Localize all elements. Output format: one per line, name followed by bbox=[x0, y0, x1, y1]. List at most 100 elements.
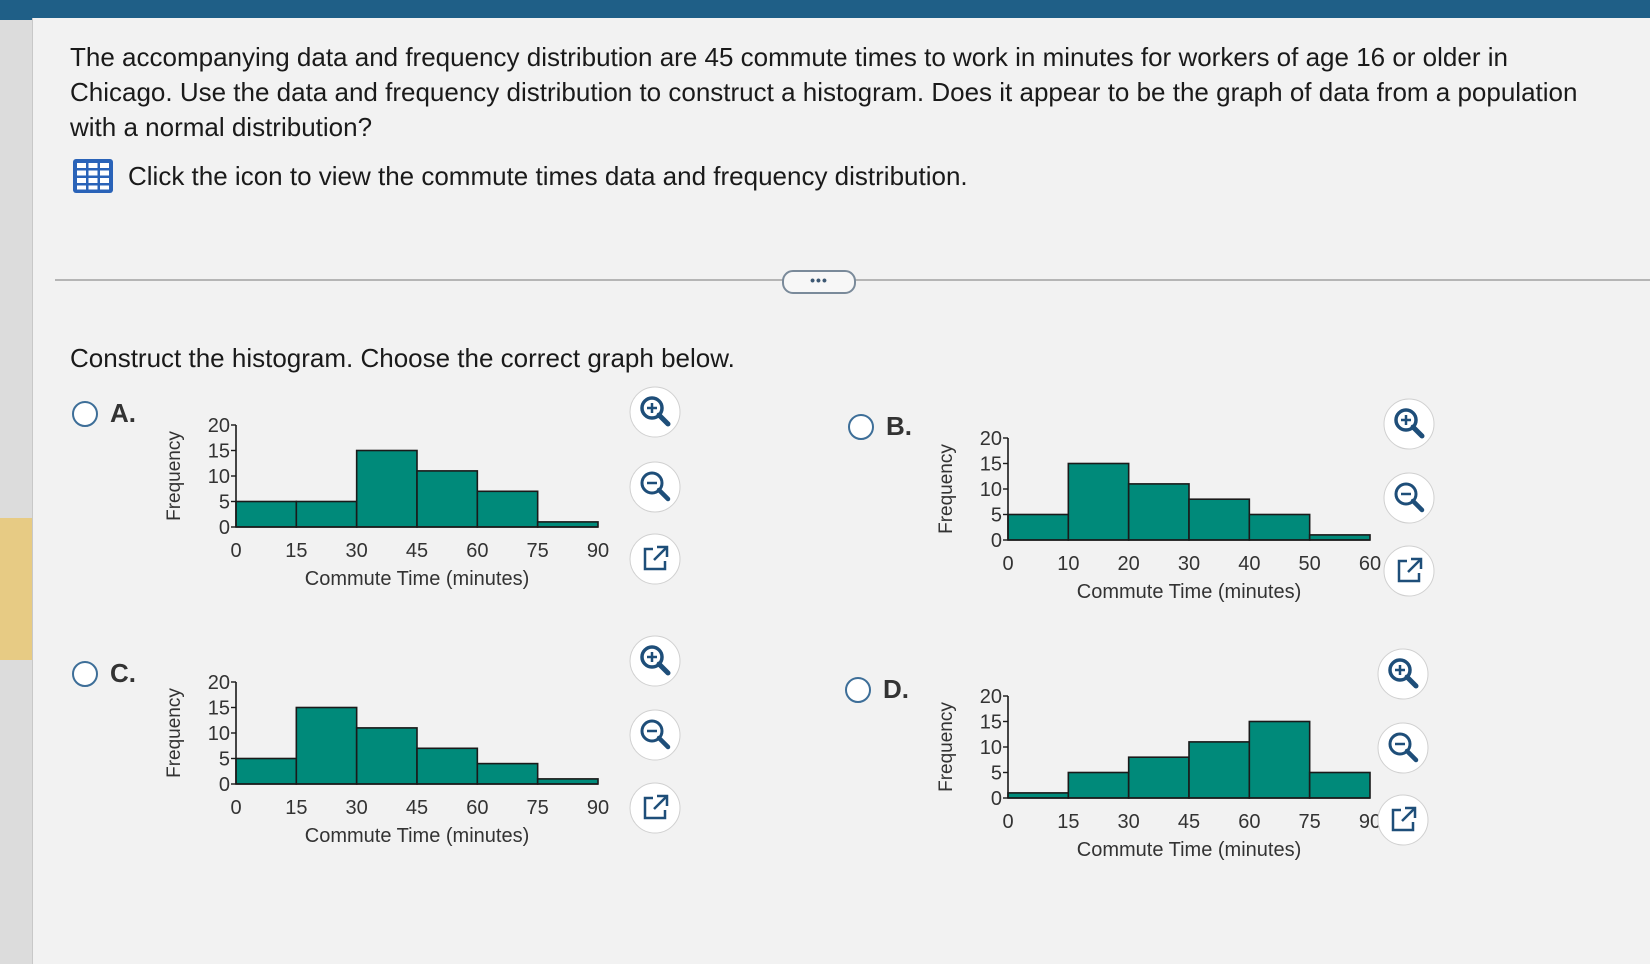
x-tick-label: 45 bbox=[406, 540, 428, 562]
histogram-bar bbox=[295, 706, 358, 785]
zoom-out-button[interactable] bbox=[1377, 722, 1429, 774]
y-tick-label: 10 bbox=[208, 466, 230, 488]
zoom-out-icon[interactable] bbox=[629, 709, 681, 761]
x-tick-label: 60 bbox=[1359, 553, 1381, 575]
x-tick-label: 45 bbox=[406, 797, 428, 819]
option-c-radio[interactable] bbox=[72, 660, 98, 687]
histogram-bar bbox=[1308, 771, 1371, 799]
open-graph-button[interactable] bbox=[629, 782, 681, 834]
histogram-bar bbox=[416, 470, 479, 528]
zoom-in-button[interactable] bbox=[629, 386, 681, 438]
x-tick-label: 60 bbox=[1238, 811, 1260, 833]
y-axis-title: Frequency bbox=[164, 688, 185, 778]
question-text: The accompanying data and frequency dist… bbox=[70, 42, 1578, 142]
histogram-bar bbox=[1127, 483, 1190, 541]
open-graph-button[interactable] bbox=[1377, 794, 1429, 846]
open-external-icon[interactable] bbox=[1377, 794, 1429, 846]
y-tick-label: 20 bbox=[208, 415, 230, 437]
x-tick-label: 90 bbox=[587, 797, 609, 819]
y-tick-label: 5 bbox=[219, 749, 230, 771]
option-a-radio[interactable] bbox=[72, 400, 98, 427]
histogram-bar bbox=[235, 500, 298, 528]
histogram-bar bbox=[1067, 462, 1130, 541]
y-tick-label: 5 bbox=[991, 505, 1002, 527]
histogram-bar bbox=[355, 449, 418, 528]
x-tick-label: 15 bbox=[1057, 811, 1079, 833]
zoom-in-icon[interactable] bbox=[1383, 398, 1435, 450]
zoom-in-icon[interactable] bbox=[629, 386, 681, 438]
y-tick-label: 5 bbox=[991, 763, 1002, 785]
x-axis-title: Commute Time (minutes) bbox=[1077, 581, 1302, 603]
x-tick-label: 0 bbox=[230, 797, 241, 819]
y-axis-title: Frequency bbox=[936, 444, 957, 534]
option-b-label: B. bbox=[886, 411, 912, 441]
side-tab[interactable] bbox=[0, 518, 32, 660]
histogram-c: 0 5 10 15 20 0 15 30 45 60 75 90 Commute Time (minut… bbox=[158, 672, 618, 867]
option-c[interactable]: C. bbox=[72, 658, 136, 689]
histogram-bar bbox=[416, 747, 479, 785]
option-d-radio[interactable] bbox=[845, 676, 871, 703]
zoom-out-icon[interactable] bbox=[629, 461, 681, 513]
histogram-bar bbox=[476, 490, 539, 528]
histogram-bar bbox=[235, 757, 298, 785]
zoom-out-icon[interactable] bbox=[1377, 722, 1429, 774]
y-tick-label: 15 bbox=[980, 454, 1002, 476]
zoom-in-icon[interactable] bbox=[1377, 648, 1429, 700]
y-axis-title: Frequency bbox=[164, 431, 185, 521]
zoom-in-button[interactable] bbox=[1377, 648, 1429, 700]
option-a[interactable]: A. bbox=[72, 398, 136, 429]
histogram-a: 0 5 10 15 20 0 15 30 45 60 75 90 Commute Time (minut… bbox=[158, 415, 618, 610]
zoom-out-button[interactable] bbox=[629, 461, 681, 513]
histogram-bar bbox=[1188, 741, 1251, 799]
open-external-icon[interactable] bbox=[629, 782, 681, 834]
y-tick-label: 0 bbox=[219, 517, 230, 539]
zoom-out-icon[interactable] bbox=[1383, 472, 1435, 524]
open-external-icon[interactable] bbox=[1383, 545, 1435, 597]
x-tick-label: 90 bbox=[1359, 811, 1381, 833]
view-data-label[interactable]: Click the icon to view the commute times… bbox=[128, 160, 968, 191]
open-external-icon[interactable] bbox=[629, 533, 681, 585]
histogram-svg: 0 5 10 15 20 0 15 30 45 60 75 90 Commute Time (minut… bbox=[164, 415, 609, 590]
x-tick-label: 30 bbox=[346, 540, 368, 562]
option-b-radio[interactable] bbox=[848, 413, 874, 440]
histogram-bar bbox=[1007, 513, 1070, 541]
x-tick-label: 75 bbox=[527, 540, 549, 562]
histogram-bar bbox=[295, 500, 358, 528]
zoom-in-button[interactable] bbox=[1383, 398, 1435, 450]
view-data-link[interactable]: Click the icon to view the commute times… bbox=[72, 158, 968, 194]
table-grid-icon[interactable] bbox=[72, 158, 114, 194]
histogram-b: 0 5 10 15 20 0 10 20 30 40 50 60 Commute Time (minut… bbox=[930, 428, 1390, 623]
histogram-d: 0 5 10 15 20 0 15 30 45 60 75 90 Commute Time (minut… bbox=[930, 686, 1390, 881]
x-tick-label: 60 bbox=[466, 540, 488, 562]
histogram-bar bbox=[476, 762, 539, 785]
histogram-bar bbox=[1188, 498, 1251, 541]
y-tick-label: 5 bbox=[219, 492, 230, 514]
top-bar bbox=[0, 0, 1650, 20]
expand-more-button[interactable]: ••• bbox=[782, 270, 856, 294]
open-graph-button[interactable] bbox=[629, 533, 681, 585]
zoom-out-button[interactable] bbox=[1383, 472, 1435, 524]
y-tick-label: 0 bbox=[219, 774, 230, 796]
x-tick-label: 0 bbox=[230, 540, 241, 562]
histogram-bar bbox=[1248, 513, 1311, 541]
y-tick-label: 20 bbox=[980, 428, 1002, 450]
zoom-in-button[interactable] bbox=[629, 635, 681, 687]
y-tick-label: 0 bbox=[991, 530, 1002, 552]
x-tick-label: 30 bbox=[1118, 811, 1140, 833]
x-tick-label: 10 bbox=[1057, 553, 1079, 575]
histogram-bar bbox=[1248, 720, 1311, 799]
x-tick-label: 15 bbox=[285, 797, 307, 819]
option-d[interactable]: D. bbox=[845, 674, 909, 705]
x-tick-label: 75 bbox=[527, 797, 549, 819]
y-tick-label: 15 bbox=[980, 712, 1002, 734]
option-b[interactable]: B. bbox=[848, 411, 912, 442]
zoom-out-button[interactable] bbox=[629, 709, 681, 761]
x-axis-title: Commute Time (minutes) bbox=[305, 568, 530, 590]
x-tick-label: 75 bbox=[1299, 811, 1321, 833]
x-tick-label: 30 bbox=[1178, 553, 1200, 575]
open-graph-button[interactable] bbox=[1383, 545, 1435, 597]
y-tick-label: 15 bbox=[208, 441, 230, 463]
x-tick-label: 50 bbox=[1299, 553, 1321, 575]
zoom-in-icon[interactable] bbox=[629, 635, 681, 687]
instruction-text: Construct the histogram. Choose the corr… bbox=[70, 343, 735, 373]
